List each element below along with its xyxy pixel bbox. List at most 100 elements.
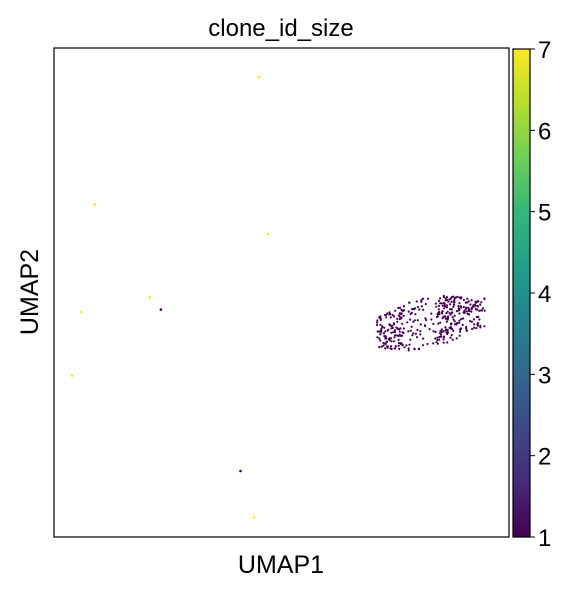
cluster-point bbox=[432, 330, 435, 333]
cluster-point bbox=[419, 333, 422, 336]
cluster-point bbox=[386, 312, 389, 315]
cluster-point bbox=[378, 346, 381, 349]
cluster-point bbox=[394, 347, 397, 350]
cluster-point bbox=[401, 344, 404, 347]
cluster-point bbox=[394, 309, 397, 312]
cluster-point bbox=[459, 330, 462, 333]
cluster-point bbox=[451, 338, 454, 341]
cluster-point bbox=[450, 322, 453, 325]
cluster-point bbox=[409, 318, 412, 321]
cluster-point bbox=[481, 307, 485, 310]
cluster-point bbox=[393, 315, 396, 318]
cluster-point bbox=[453, 299, 456, 302]
cluster-point bbox=[399, 342, 402, 345]
cluster-point bbox=[447, 316, 450, 319]
cluster-point bbox=[392, 331, 395, 334]
cluster-point bbox=[403, 309, 406, 312]
cluster-point bbox=[392, 340, 396, 343]
cluster-point bbox=[376, 323, 379, 327]
cluster-point bbox=[406, 321, 409, 324]
cluster-point bbox=[422, 297, 425, 300]
cluster-point bbox=[452, 295, 455, 298]
cluster-point bbox=[477, 300, 480, 303]
cluster-point bbox=[398, 306, 402, 309]
cluster-point bbox=[446, 331, 449, 334]
cluster-point bbox=[422, 308, 425, 311]
cluster-point bbox=[391, 313, 394, 317]
cluster-point bbox=[466, 301, 469, 304]
cluster-point bbox=[438, 335, 441, 338]
cluster-point bbox=[455, 310, 459, 313]
cluster-point bbox=[407, 349, 410, 352]
cluster-point bbox=[445, 312, 448, 315]
colorbar-tick-label: 7 bbox=[538, 37, 551, 64]
cluster-point bbox=[416, 305, 419, 309]
cluster-point bbox=[442, 301, 445, 305]
cluster-point bbox=[462, 305, 465, 309]
cluster-point bbox=[439, 329, 442, 332]
cluster-point bbox=[457, 305, 460, 308]
cluster-point bbox=[470, 310, 473, 313]
cluster-point bbox=[453, 301, 456, 304]
cluster-point bbox=[470, 320, 473, 323]
cluster-point bbox=[440, 335, 443, 338]
cluster-point bbox=[378, 337, 381, 340]
point-size-1 bbox=[159, 308, 163, 311]
point-size-1 bbox=[239, 469, 242, 473]
cluster-point bbox=[394, 331, 397, 334]
point-size-7 bbox=[266, 232, 270, 236]
colorbar-tick-label: 3 bbox=[538, 362, 551, 389]
cluster-point bbox=[458, 319, 461, 322]
cluster-point bbox=[376, 321, 379, 324]
cluster-point bbox=[435, 305, 438, 308]
cluster-point bbox=[397, 344, 400, 347]
cluster-point bbox=[382, 332, 385, 335]
colorbar-tick-label: 5 bbox=[538, 200, 551, 227]
highlight-points bbox=[70, 76, 270, 519]
point-size-7 bbox=[93, 203, 97, 206]
cluster-point bbox=[428, 328, 431, 331]
cluster-point bbox=[385, 316, 388, 319]
cluster-point bbox=[383, 326, 386, 329]
cluster-point bbox=[384, 343, 387, 346]
cluster-point bbox=[476, 304, 479, 307]
cluster-point bbox=[478, 318, 481, 321]
cluster-point bbox=[384, 347, 387, 350]
cluster-point bbox=[442, 341, 445, 344]
cluster-point bbox=[441, 310, 444, 313]
cluster-point bbox=[451, 311, 454, 314]
cluster-point bbox=[420, 300, 423, 303]
cluster-point bbox=[412, 332, 415, 335]
cluster-point bbox=[475, 315, 478, 319]
cluster-point bbox=[379, 333, 382, 336]
cluster-point bbox=[379, 339, 382, 342]
cluster-point bbox=[437, 322, 440, 325]
cluster-point bbox=[475, 327, 478, 330]
cluster-point bbox=[449, 336, 452, 339]
cluster-point bbox=[458, 334, 461, 337]
cluster-point bbox=[479, 324, 482, 327]
cluster-point bbox=[458, 302, 461, 305]
cluster-point bbox=[432, 322, 435, 325]
cluster-point bbox=[483, 297, 486, 301]
cluster-point bbox=[416, 328, 419, 331]
cluster-point bbox=[446, 332, 449, 336]
colorbar-tick-label: 2 bbox=[538, 444, 551, 471]
cluster-point bbox=[398, 330, 401, 333]
cluster-point bbox=[448, 298, 451, 301]
cluster-point bbox=[472, 305, 475, 308]
cluster-point bbox=[455, 323, 458, 326]
cluster-point bbox=[422, 337, 425, 340]
cluster-point bbox=[409, 329, 412, 332]
cluster-point bbox=[465, 327, 468, 330]
cluster-point bbox=[390, 340, 393, 343]
cluster-point bbox=[465, 325, 468, 329]
cluster-point bbox=[458, 312, 461, 315]
cluster-point bbox=[419, 323, 422, 326]
cluster-point bbox=[451, 316, 454, 319]
cluster-point bbox=[387, 338, 390, 341]
cluster-point bbox=[442, 330, 445, 333]
cluster-point bbox=[459, 305, 462, 308]
cluster-point bbox=[439, 297, 442, 300]
colorbar-tick-label: 1 bbox=[538, 525, 551, 552]
